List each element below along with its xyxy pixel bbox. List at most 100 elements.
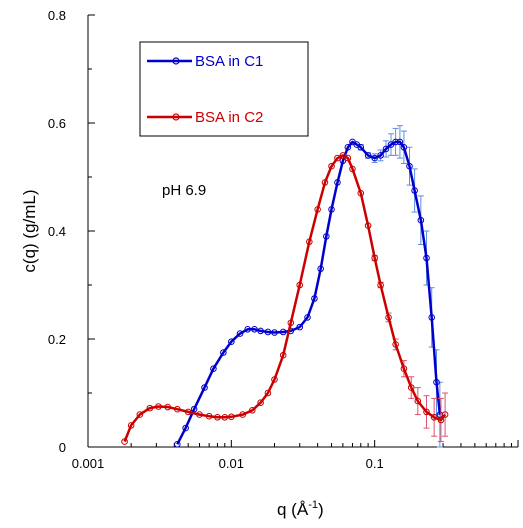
- data-point: [382, 145, 390, 153]
- data-point: [264, 328, 272, 336]
- y-tick-label: 0.2: [48, 332, 66, 347]
- data-point: [407, 384, 415, 391]
- data-point: [184, 408, 192, 416]
- series-1: [174, 125, 444, 448]
- data-point: [210, 365, 217, 373]
- legend-marker-c2: [172, 113, 180, 121]
- data-point: [344, 154, 352, 162]
- data-point: [251, 325, 258, 333]
- data-point: [396, 138, 404, 146]
- data-point: [239, 411, 246, 418]
- x-tick-label: 0.1: [366, 456, 384, 471]
- data-point: [334, 154, 341, 162]
- data-point: [296, 323, 304, 331]
- series-2: [121, 152, 449, 445]
- data-point: [220, 349, 227, 356]
- data-point: [190, 405, 198, 413]
- data-point: [344, 144, 352, 151]
- x-axis-title: q (Å-1): [277, 499, 324, 519]
- data-point: [257, 399, 264, 407]
- data-point: [357, 189, 365, 197]
- data-point: [257, 327, 264, 335]
- x-axis-title-exponent: -1: [308, 499, 318, 511]
- y-axis-title: c(q) (g/mL): [20, 189, 39, 272]
- data-point: [423, 408, 430, 416]
- data-point: [264, 389, 272, 397]
- data-point: [385, 314, 392, 321]
- data-point: [311, 295, 318, 302]
- x-tick-label: 0.001: [72, 456, 105, 471]
- data-point: [377, 281, 384, 289]
- data-point: [236, 330, 244, 337]
- data-point: [271, 376, 278, 383]
- data-point: [164, 403, 172, 411]
- data-point: [314, 206, 321, 213]
- data-point: [364, 222, 372, 229]
- data-point: [430, 414, 438, 421]
- legend-marker-c1: [172, 57, 180, 65]
- data-point: [392, 341, 399, 348]
- data-point: [400, 144, 408, 151]
- data-point: [411, 187, 418, 194]
- data-point: [214, 414, 221, 421]
- ph-annotation: pH 6.9: [162, 182, 206, 199]
- data-point: [323, 233, 330, 240]
- data-point: [349, 165, 356, 173]
- series-1-error-bars: [357, 125, 443, 448]
- legend-box: [139, 41, 309, 137]
- y-tick-label: 0.4: [48, 224, 66, 239]
- data-point: [406, 162, 413, 170]
- data-point: [371, 154, 378, 162]
- legend-entry-c2: BSA in C2: [147, 109, 263, 126]
- legend-label-c2: BSA in C2: [195, 109, 263, 126]
- y-axis: 0 0.2 0.4 0.6 0.8: [48, 8, 95, 455]
- data-point: [221, 414, 229, 421]
- data-point: [174, 405, 181, 413]
- x-axis-title-main: q (Å: [277, 500, 309, 519]
- data-point: [441, 411, 449, 418]
- data-point: [205, 412, 213, 420]
- data-point: [287, 319, 295, 327]
- data-point: [182, 424, 189, 432]
- data-point: [306, 238, 313, 246]
- data-point: [428, 314, 436, 321]
- data-point: [357, 144, 365, 151]
- data-point: [201, 384, 208, 391]
- x-axis: 0.001 0.01 0.1: [72, 440, 519, 471]
- data-point: [248, 406, 256, 414]
- plot-frame: [87, 15, 518, 448]
- data-point: [371, 254, 378, 262]
- data-point: [400, 365, 408, 373]
- data-point: [377, 152, 384, 159]
- data-point: [296, 281, 304, 289]
- y-tick-label: 0.6: [48, 116, 66, 131]
- data-point: [174, 441, 181, 448]
- data-point: [271, 329, 278, 336]
- legend: BSA in C1 BSA in C2: [139, 41, 309, 137]
- legend-label-c1: BSA in C1: [195, 53, 263, 70]
- data-point: [196, 411, 203, 418]
- data-point: [279, 328, 287, 336]
- data-point: [437, 416, 445, 424]
- data-point: [328, 162, 335, 170]
- x-axis-title-close: ): [318, 500, 324, 519]
- data-point: [417, 216, 425, 224]
- data-point: [433, 378, 440, 386]
- series-1-line: [176, 140, 442, 445]
- data-point: [414, 397, 422, 405]
- legend-entry-c1: BSA in C1: [147, 53, 263, 70]
- data-point: [136, 411, 144, 418]
- series-2-line: [123, 154, 447, 443]
- data-point: [317, 265, 324, 273]
- data-point: [155, 403, 162, 410]
- data-point: [364, 152, 372, 159]
- y-tick-label: 0.8: [48, 8, 66, 23]
- data-point: [146, 404, 154, 412]
- data-point: [228, 413, 235, 421]
- data-point: [423, 254, 430, 262]
- data-point: [321, 179, 329, 186]
- data-point: [121, 438, 128, 445]
- y-tick-label: 0: [59, 440, 66, 455]
- data-point: [228, 338, 235, 346]
